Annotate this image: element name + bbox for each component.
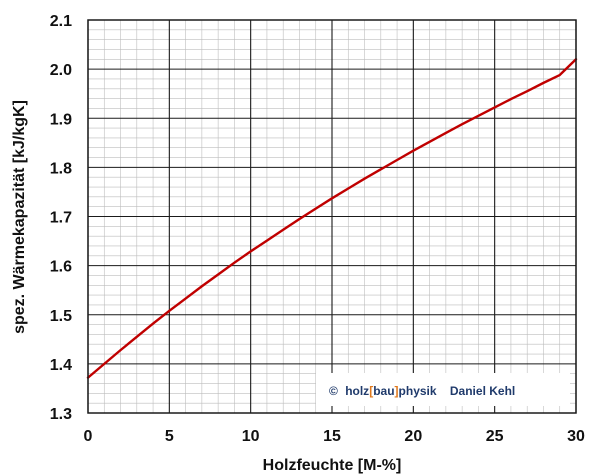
series-layer <box>86 58 578 379</box>
credit-bau: bau <box>373 384 394 398</box>
y-tick-label: 1.4 <box>50 357 72 374</box>
credit-holz: holz <box>345 384 369 398</box>
credit-bracket-open: [ <box>369 384 373 398</box>
x-tick-label: 5 <box>165 428 174 445</box>
x-tick-label: 10 <box>242 428 260 445</box>
series-line-0 <box>86 58 578 379</box>
credit-author: Daniel Kehl <box>450 384 515 398</box>
credit-bracket-close: ] <box>395 384 399 398</box>
copyright-symbol: © <box>329 384 338 398</box>
y-tick-label: 1.5 <box>50 308 72 325</box>
credit-text: © holz[bau]physik Daniel Kehl <box>329 384 515 398</box>
x-tick-label: 25 <box>486 428 504 445</box>
plot-frame <box>87 19 577 414</box>
y-tick-label: 1.9 <box>50 111 72 128</box>
y-tick-label: 2.0 <box>50 62 72 79</box>
x-tick-label: 0 <box>84 428 93 445</box>
credit-box: © holz[bau]physik Daniel Kehl <box>316 373 570 406</box>
y-tick-label: 1.7 <box>50 210 72 227</box>
x-tick-label: 15 <box>323 428 341 445</box>
y-tick-label: 1.8 <box>50 160 72 177</box>
credit-background <box>316 373 570 406</box>
y-axis-title: spez. Wärmekapazität [kJ/kgK] <box>11 100 28 334</box>
x-axis-title: Holzfeuchte [M-%] <box>263 457 402 474</box>
x-tick-label: 20 <box>404 428 422 445</box>
y-tick-label: 2.1 <box>50 13 72 30</box>
y-tick-label: 1.3 <box>50 406 72 423</box>
y-tick-label: 1.6 <box>50 259 72 276</box>
y-tick-labels: 1.3 1.4 1.5 1.6 1.7 1.8 1.9 2.0 2.1 <box>50 13 72 423</box>
x-tick-labels: 0 5 10 15 20 25 30 <box>84 428 585 445</box>
x-tick-label: 30 <box>567 428 585 445</box>
credit-physik: physik <box>399 384 437 398</box>
